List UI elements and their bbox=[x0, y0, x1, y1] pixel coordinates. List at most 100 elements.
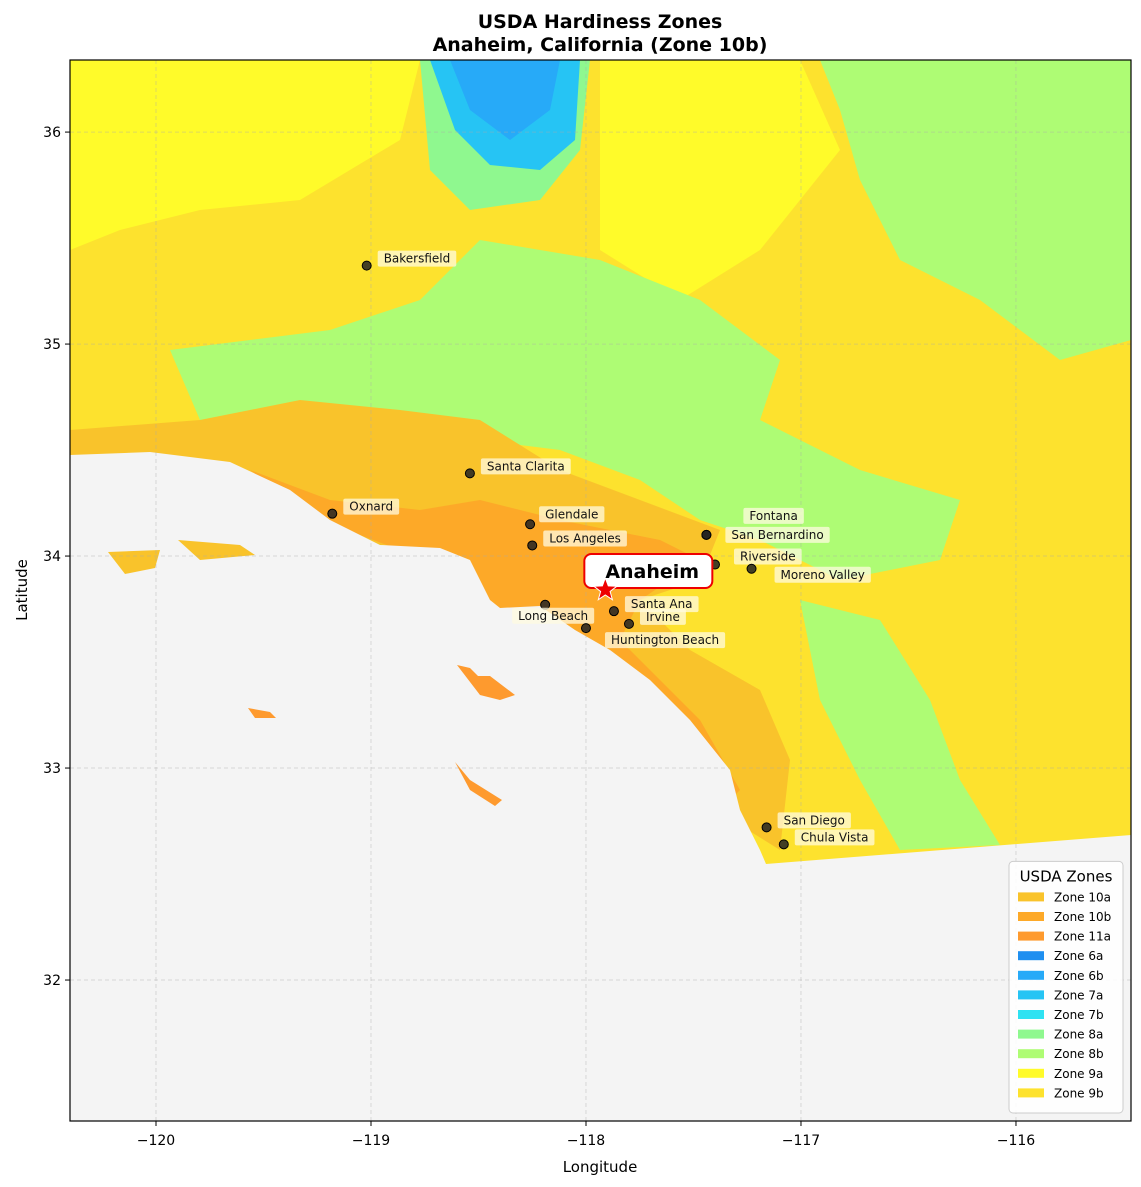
zone-region bbox=[70, 400, 790, 850]
city-label-bg bbox=[774, 566, 871, 583]
y-axis-label: Latitude bbox=[13, 559, 31, 621]
legend-label: Zone 10b bbox=[1054, 910, 1111, 924]
cities: Bakersfield Santa Clarita Oxnard Glendale Lo… bbox=[327, 250, 875, 850]
y-tick-label: 33 bbox=[43, 761, 61, 777]
city-label: Los Angeles bbox=[549, 531, 621, 545]
city-marker bbox=[327, 508, 338, 519]
city-label-bg bbox=[794, 829, 875, 846]
zone-region bbox=[800, 600, 1000, 850]
city-label: Santa Clarita bbox=[487, 459, 565, 473]
y-tick-label: 32 bbox=[43, 973, 61, 989]
city-label-bg bbox=[343, 498, 400, 515]
legend-swatch bbox=[1018, 1088, 1044, 1098]
city-label: Santa Ana bbox=[631, 597, 693, 611]
city-label: Riverside bbox=[740, 550, 796, 564]
zone-region bbox=[450, 60, 560, 140]
x-tick-label: −119 bbox=[352, 1133, 390, 1149]
legend-label: Zone 10a bbox=[1054, 890, 1111, 904]
city-label-bg bbox=[543, 530, 627, 547]
city-marker bbox=[761, 822, 772, 833]
legend-swatch bbox=[1018, 912, 1044, 921]
city-marker bbox=[701, 529, 712, 540]
city-label: Moreno Valley bbox=[781, 568, 865, 582]
legend-swatch bbox=[1018, 1068, 1044, 1078]
city-label: Fontana bbox=[749, 509, 797, 523]
chart-subtitle: Anaheim, California (Zone 10b) bbox=[433, 34, 768, 56]
city-marker bbox=[361, 260, 372, 271]
highlight-label: Anaheim bbox=[605, 561, 699, 583]
legend-label: Zone 8b bbox=[1054, 1047, 1104, 1061]
city-marker bbox=[525, 519, 536, 530]
legend-swatch bbox=[1018, 951, 1044, 961]
city-marker bbox=[527, 540, 538, 551]
city-label-bg bbox=[639, 608, 686, 625]
zone-region bbox=[820, 60, 1131, 360]
legend-swatch bbox=[1018, 990, 1044, 1000]
plot-frame bbox=[69, 59, 1132, 1122]
city-label-bg bbox=[777, 812, 851, 829]
zone-region bbox=[70, 60, 420, 250]
legend-label: Zone 7a bbox=[1054, 988, 1103, 1002]
city-label: Irvine bbox=[646, 610, 680, 624]
legend-swatch bbox=[1018, 1029, 1044, 1039]
legend-swatch bbox=[1018, 892, 1044, 902]
legend-label: Zone 11a bbox=[1054, 930, 1111, 944]
x-tick-label: −120 bbox=[137, 1133, 175, 1149]
city-label-bg bbox=[604, 632, 726, 649]
city-label-bg bbox=[743, 507, 804, 524]
island bbox=[108, 550, 160, 574]
highlight-marker bbox=[592, 576, 619, 601]
highlight-label-bg bbox=[583, 552, 714, 589]
legend-swatch bbox=[1018, 1010, 1044, 1019]
city-marker bbox=[623, 618, 634, 629]
legend-swatch bbox=[1018, 1049, 1044, 1059]
island bbox=[178, 540, 255, 560]
y-tick-label: 34 bbox=[43, 549, 61, 565]
city-label: Oxnard bbox=[349, 500, 393, 514]
x-axis-label: Longitude bbox=[563, 1158, 638, 1176]
city-label: Glendale bbox=[545, 507, 598, 521]
island bbox=[457, 665, 515, 700]
island bbox=[455, 762, 502, 806]
map-layer bbox=[70, 60, 1131, 1121]
chart-title: USDA Hardiness Zones bbox=[478, 11, 723, 33]
city-label-bg bbox=[624, 596, 699, 613]
x-tick-label: −116 bbox=[997, 1133, 1036, 1149]
city-label: Huntington Beach bbox=[611, 633, 719, 647]
y-tick-label: 36 bbox=[43, 125, 61, 141]
city-label-bg bbox=[377, 250, 457, 267]
city-label: San Diego bbox=[784, 813, 845, 827]
zone-region bbox=[600, 60, 840, 300]
city-label-bg bbox=[733, 548, 802, 565]
x-tick-label: −117 bbox=[782, 1133, 820, 1149]
legend-swatch bbox=[1018, 970, 1044, 980]
legend-label: Zone 6a bbox=[1054, 949, 1103, 963]
city-label: Bakersfield bbox=[384, 252, 451, 266]
city-label-bg bbox=[539, 506, 605, 523]
legend: USDA Zones Zone 10a Zone 10b Zone 11a Zone 6… bbox=[1008, 860, 1124, 1114]
city-label: Chula Vista bbox=[801, 830, 869, 844]
x-tick-label: −118 bbox=[567, 1133, 605, 1149]
city-marker bbox=[580, 623, 591, 634]
legend-title: USDA Zones bbox=[1020, 867, 1113, 885]
legend-label: Zone 8a bbox=[1054, 1028, 1103, 1042]
axes: −120 −119 −118 −117 −116 32 33 34 35 36 bbox=[43, 125, 1035, 1149]
city-marker bbox=[746, 563, 757, 574]
city-label: San Bernardino bbox=[731, 528, 823, 542]
city-marker bbox=[778, 839, 789, 850]
city-marker bbox=[464, 468, 475, 479]
city-label-bg bbox=[480, 458, 571, 475]
legend-label: Zone 6b bbox=[1054, 969, 1104, 983]
legend-label: Zone 9b bbox=[1054, 1086, 1104, 1100]
y-tick-label: 35 bbox=[43, 337, 61, 353]
legend-swatch bbox=[1018, 931, 1044, 941]
island bbox=[248, 708, 276, 718]
zone-region bbox=[170, 240, 960, 580]
city-label-bg bbox=[725, 526, 830, 543]
city-label: Long Beach bbox=[518, 609, 588, 623]
legend-label: Zone 7b bbox=[1054, 1008, 1104, 1022]
ocean bbox=[70, 452, 1131, 1121]
city-marker bbox=[608, 606, 619, 617]
legend-label: Zone 9a bbox=[1054, 1067, 1103, 1081]
